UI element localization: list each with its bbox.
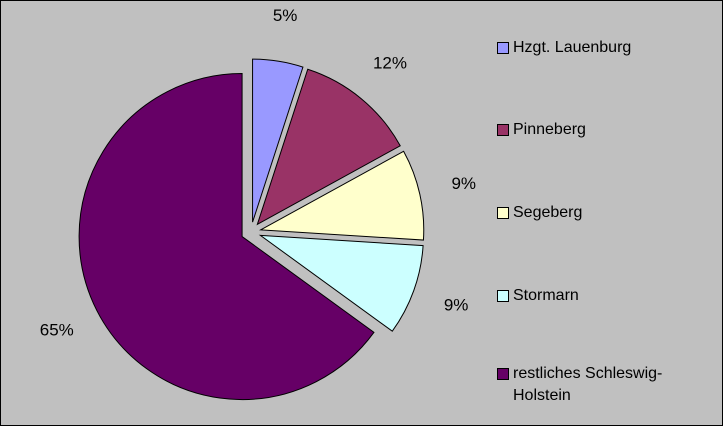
data-label: 9% [444, 295, 469, 314]
pie-slice [256, 68, 401, 226]
data-label: 9% [451, 174, 476, 193]
legend-entry: Pinneberg [497, 119, 712, 141]
legend-label: Stormarn [513, 287, 579, 304]
legend-entry: restliches Schleswig-Holstein [497, 363, 712, 407]
legend-swatch [497, 290, 509, 302]
legend-label: restliches Schleswig-Holstein [513, 365, 663, 404]
data-label: 5% [273, 6, 298, 25]
legend-entry: Segeberg [497, 202, 712, 224]
legend-label: Pinneberg [513, 121, 586, 138]
pie-slice [252, 58, 304, 223]
legend-entry: Hzgt. Lauenburg [497, 37, 712, 59]
legend-swatch [497, 124, 509, 136]
legend-swatch [497, 207, 509, 219]
legend-label: Hzgt. Lauenburg [513, 39, 632, 56]
legend-entry: Stormarn [497, 285, 712, 307]
pie-slice [78, 73, 375, 400]
pie-slice [259, 150, 425, 241]
data-label: 12% [373, 54, 407, 73]
pie-slice [258, 234, 424, 332]
legend-label: Segeberg [513, 204, 583, 221]
data-label: 65% [40, 320, 74, 339]
legend-swatch [497, 42, 509, 54]
legend-swatch [497, 368, 509, 380]
